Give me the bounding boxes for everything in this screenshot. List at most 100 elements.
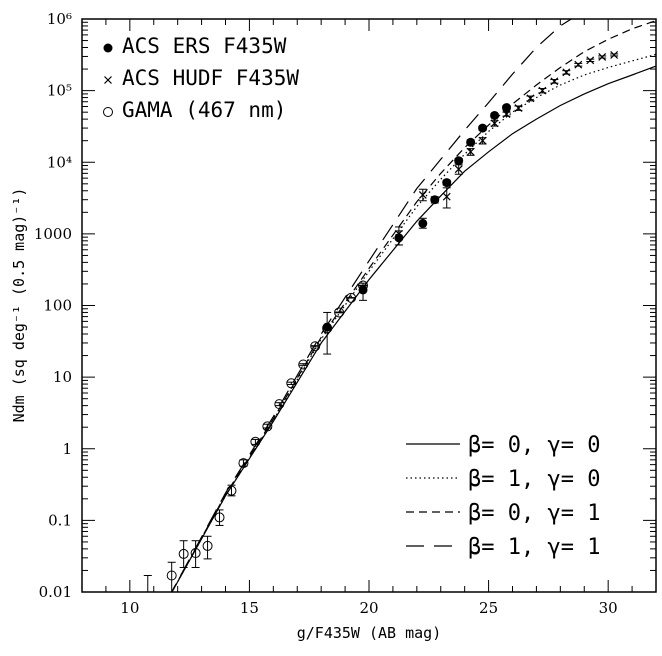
data-point bbox=[394, 226, 403, 246]
y-tick-label: 0.01 bbox=[39, 583, 72, 601]
point-marker bbox=[562, 68, 571, 77]
point-marker bbox=[310, 341, 321, 352]
point-marker bbox=[226, 485, 237, 496]
data-point bbox=[586, 56, 595, 65]
point-marker bbox=[466, 137, 476, 147]
data-point bbox=[274, 399, 285, 410]
legend-model-entry: β= 1, γ= 1 bbox=[406, 535, 600, 560]
legend-point-entry: GAMA (467 nm) bbox=[103, 98, 286, 122]
legend-point-entry: ACS HUDF F435W bbox=[104, 66, 299, 90]
tick-labels: 10 15 20 25 30 0.01 0.1 1 10 100 1000 10⁴ 10⁵ 10⁶ bbox=[34, 10, 618, 617]
point-marker bbox=[322, 322, 332, 332]
x-tick-label: 15 bbox=[240, 599, 259, 617]
legend-points: ACS ERS F435W ACS HUDF F435W GAMA (467 nm) bbox=[103, 34, 299, 122]
data-point bbox=[334, 307, 345, 318]
y-tick-label: 10 bbox=[53, 368, 72, 386]
data-point bbox=[310, 341, 321, 352]
data-points bbox=[143, 51, 619, 592]
data-point bbox=[298, 359, 309, 370]
legend-marker bbox=[103, 43, 113, 53]
point-marker bbox=[238, 458, 249, 469]
model-curve bbox=[171, 53, 656, 592]
data-point bbox=[454, 164, 463, 175]
y-tick-label: 100 bbox=[43, 297, 72, 315]
legend-label: β= 1, γ= 1 bbox=[468, 535, 600, 560]
x-tick-label: 30 bbox=[599, 599, 618, 617]
legend-point-entry: ACS ERS F435W bbox=[103, 34, 287, 58]
data-point bbox=[190, 540, 201, 568]
point-marker bbox=[418, 190, 427, 199]
point-marker bbox=[334, 307, 345, 318]
data-point bbox=[538, 86, 547, 95]
y-tick-label: 10⁴ bbox=[47, 153, 72, 171]
legend-model-entry: β= 0, γ= 0 bbox=[406, 433, 600, 458]
data-point bbox=[478, 136, 487, 145]
data-point bbox=[514, 104, 523, 113]
point-marker bbox=[442, 178, 452, 188]
point-marker bbox=[274, 399, 285, 410]
data-point bbox=[526, 94, 535, 103]
data-point bbox=[214, 509, 225, 526]
data-point bbox=[466, 147, 475, 156]
point-marker bbox=[250, 436, 261, 447]
point-marker bbox=[202, 540, 213, 551]
legend-label: ACS HUDF F435W bbox=[122, 66, 299, 90]
data-point bbox=[286, 378, 297, 389]
data-point bbox=[490, 110, 500, 120]
axes bbox=[81, 18, 657, 593]
data-point bbox=[442, 187, 451, 209]
data-point bbox=[322, 311, 332, 355]
data-point bbox=[478, 123, 488, 133]
data-point bbox=[442, 178, 452, 188]
x-tick-label: 10 bbox=[120, 599, 139, 617]
point-marker bbox=[502, 110, 511, 119]
point-marker bbox=[346, 292, 357, 303]
y-tick-label: 1 bbox=[62, 440, 72, 458]
data-point bbox=[418, 217, 428, 229]
y-tick-label: 0.1 bbox=[48, 511, 72, 529]
model-curve bbox=[170, 19, 573, 592]
plot-frame bbox=[81, 18, 657, 593]
data-point bbox=[454, 156, 464, 166]
legend-model-entry: β= 1, γ= 0 bbox=[406, 467, 600, 492]
data-point bbox=[550, 77, 559, 86]
point-marker bbox=[478, 123, 488, 133]
point-marker bbox=[394, 229, 403, 238]
point-marker bbox=[538, 86, 547, 95]
point-marker bbox=[574, 60, 583, 69]
data-point bbox=[418, 188, 427, 202]
point-marker bbox=[418, 218, 428, 228]
data-point bbox=[166, 561, 177, 592]
legend-marker bbox=[103, 107, 113, 117]
x-tick-label: 20 bbox=[359, 599, 378, 617]
point-marker bbox=[166, 570, 177, 581]
data-point bbox=[250, 436, 261, 447]
legend-marker bbox=[104, 76, 112, 84]
data-point bbox=[502, 103, 512, 113]
point-marker bbox=[430, 195, 440, 205]
model-curve bbox=[171, 20, 656, 592]
point-marker bbox=[358, 285, 368, 295]
point-marker bbox=[514, 104, 523, 113]
point-marker bbox=[598, 53, 607, 61]
legend-label: ACS ERS F435W bbox=[122, 34, 287, 58]
point-marker bbox=[478, 136, 487, 145]
data-point bbox=[598, 53, 607, 61]
data-point bbox=[346, 292, 357, 303]
data-point bbox=[430, 195, 440, 205]
data-point bbox=[226, 484, 237, 497]
y-tick-label: 10⁵ bbox=[47, 82, 72, 100]
legend-label: β= 0, γ= 0 bbox=[468, 433, 600, 458]
data-point bbox=[502, 110, 511, 119]
point-marker bbox=[298, 359, 309, 370]
y-axis-label: Ndm (sq deg⁻¹ (0.5 mag)⁻¹) bbox=[10, 188, 28, 423]
data-point bbox=[562, 68, 571, 77]
y-tick-label: 1000 bbox=[34, 225, 72, 243]
data-point bbox=[490, 119, 499, 128]
point-marker bbox=[490, 110, 500, 120]
point-marker bbox=[454, 156, 464, 166]
data-point bbox=[574, 60, 583, 69]
legend-label: β= 0, γ= 1 bbox=[468, 501, 600, 526]
data-point bbox=[238, 458, 249, 469]
